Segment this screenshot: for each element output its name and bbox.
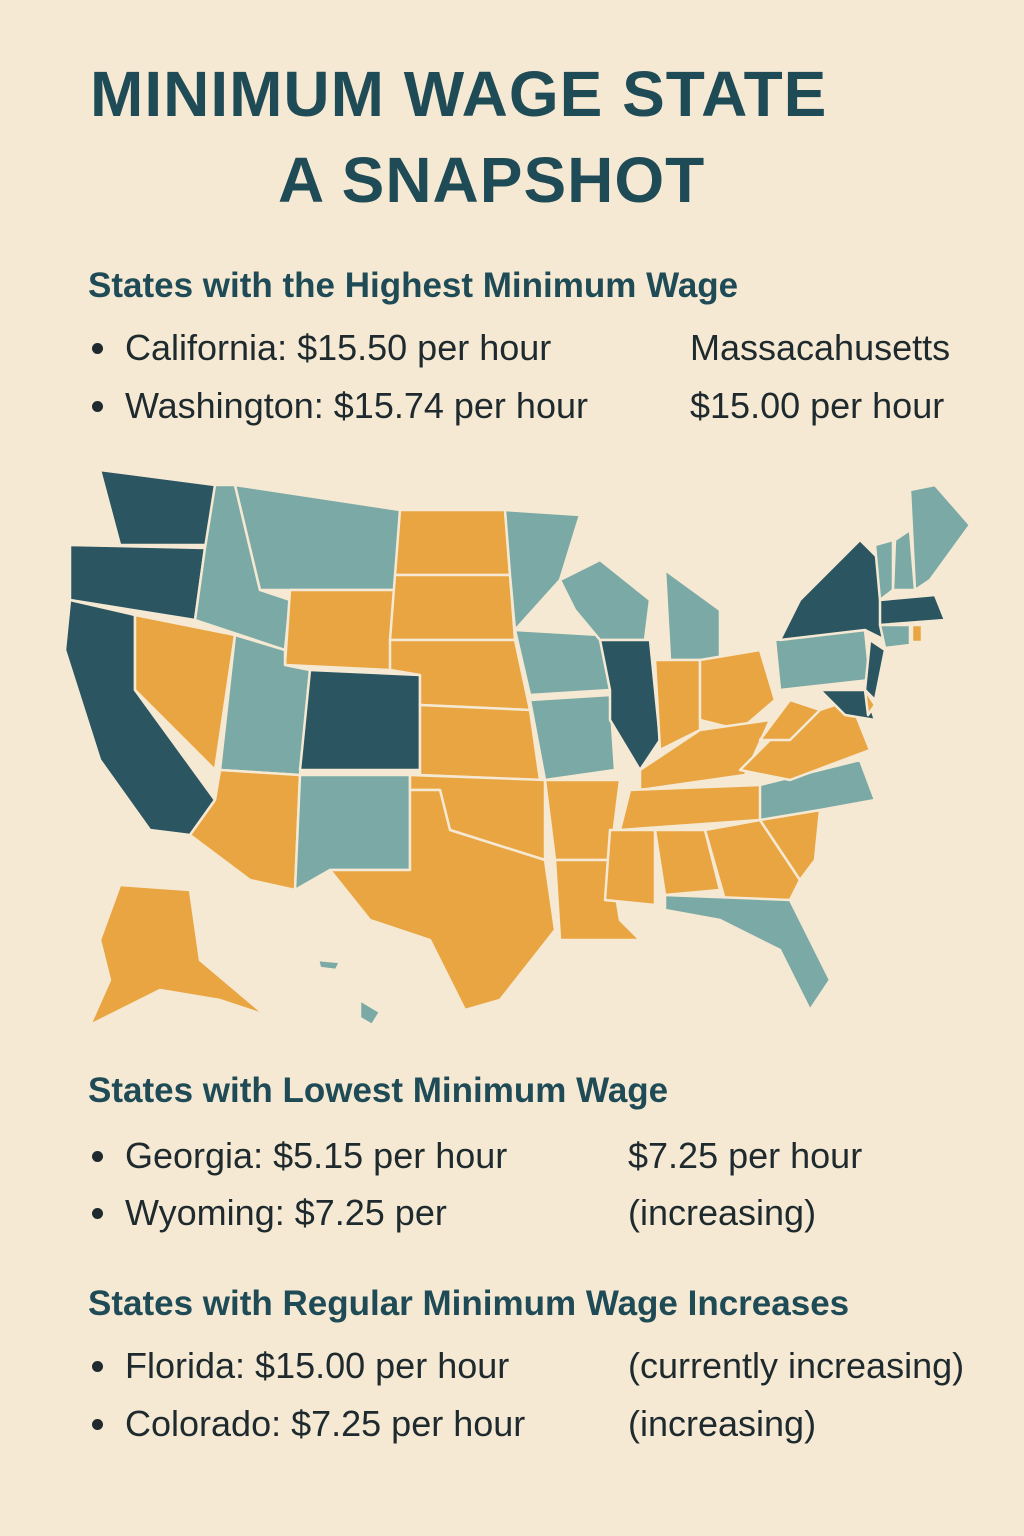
- bullet-dot: [92, 1151, 103, 1162]
- section-heading: States with the Highest Minimum Wage: [88, 266, 739, 305]
- section-heading: States with Regular Minimum Wage Increas…: [88, 1284, 850, 1323]
- bullet-text: Georgia: $5.15 per hour: [125, 1135, 508, 1176]
- bullet-text: Colorado: $7.25 per hour: [125, 1403, 526, 1444]
- side-note: Massacahusetts: [690, 327, 951, 368]
- side-note: (increasing): [628, 1403, 817, 1444]
- bullet-dot: [92, 343, 103, 354]
- title-line: A SNAPSHOT: [278, 144, 706, 216]
- bullet-dot: [92, 401, 103, 412]
- side-note: (increasing): [628, 1192, 817, 1233]
- section-heading: States with Lowest Minimum Wage: [88, 1071, 669, 1110]
- title-line: MINIMUM WAGE STATE: [90, 58, 828, 130]
- bullet-text: Florida: $15.00 per hour: [125, 1345, 510, 1386]
- side-note: (currently increasing): [628, 1345, 965, 1386]
- bullet-dot: [92, 1419, 103, 1430]
- bullet-text: Washington: $15.74 per hour: [125, 385, 588, 426]
- bullet-text: California: $15.50 per hour: [125, 327, 552, 368]
- bullet-dot: [92, 1361, 103, 1372]
- bullet-text: Wyoming: $7.25 per: [125, 1192, 447, 1233]
- side-note: $15.00 per hour: [690, 385, 945, 426]
- bullet-dot: [92, 1208, 103, 1219]
- side-note: $7.25 per hour: [628, 1135, 863, 1176]
